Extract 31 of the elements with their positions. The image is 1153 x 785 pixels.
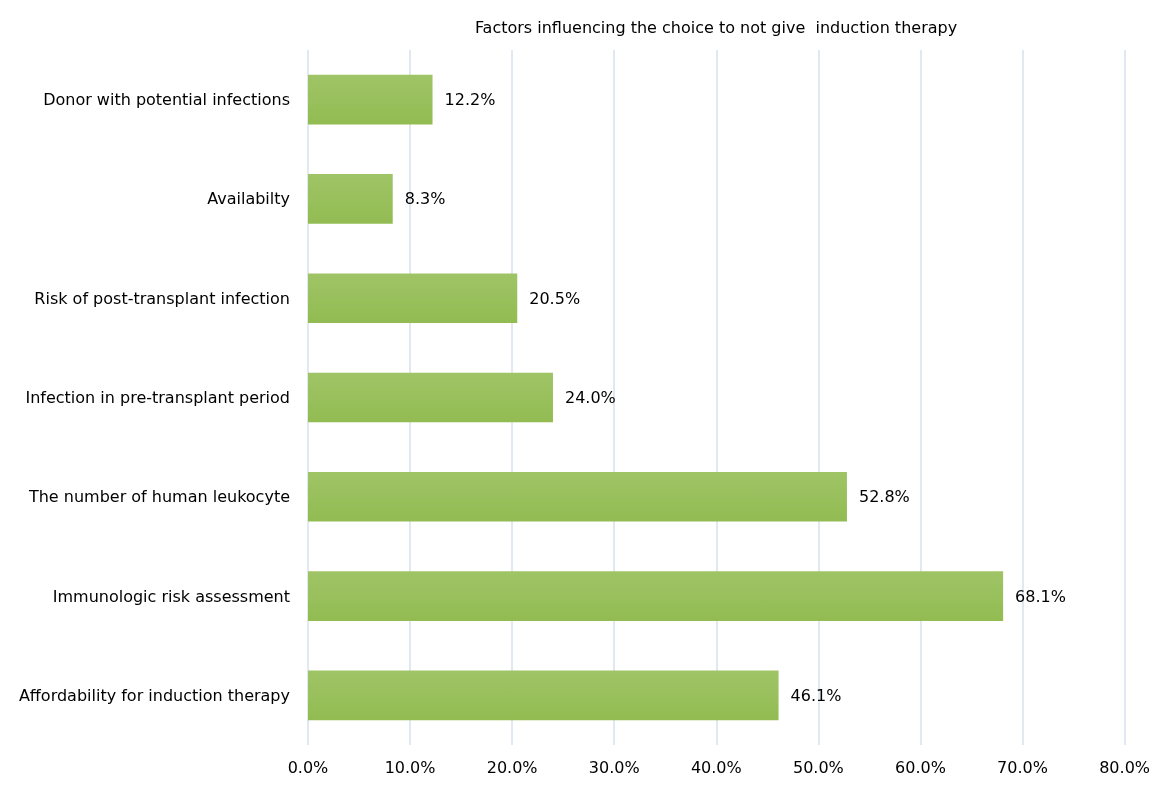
x-tick-label: 60.0% <box>895 757 946 777</box>
y-tick-label: Infection in pre-transplant period <box>25 388 290 407</box>
y-tick-label: Risk of post-transplant infection <box>34 288 290 308</box>
x-tick-label: 30.0% <box>588 757 640 777</box>
data-label: 12.2% <box>444 90 496 110</box>
x-tick-label: 0.0% <box>287 757 329 777</box>
bar <box>308 273 518 324</box>
y-tick-label: Donor with potential infections <box>43 90 290 110</box>
bar <box>308 571 1004 621</box>
bar <box>308 670 779 721</box>
x-tick-label: 50.0% <box>792 757 844 777</box>
x-tick-label: 20.0% <box>486 757 538 777</box>
data-label: 52.8% <box>858 487 910 507</box>
bar <box>308 471 847 522</box>
data-label: 8.3% <box>404 189 446 209</box>
y-tick-label: Availabilty <box>207 189 290 209</box>
chart-title: Factors influencing the choice to not give induction therapy <box>474 17 958 37</box>
x-tick-label: 40.0% <box>690 757 742 777</box>
bar <box>308 74 433 125</box>
data-label: 24.0% <box>564 388 616 407</box>
x-tick-label: 70.0% <box>997 757 1048 777</box>
bar <box>308 174 393 224</box>
x-tick-label: 80.0% <box>1099 757 1150 777</box>
data-label: 68.1% <box>1015 586 1066 606</box>
x-tick-label: 10.0% <box>384 757 436 777</box>
data-label: 46.1% <box>790 685 842 705</box>
bar <box>308 372 553 423</box>
y-tick-label: The number of human leukocyte <box>27 487 290 507</box>
y-tick-label: Immunologic risk assessment <box>52 586 290 606</box>
y-tick-label: Affordability for induction therapy <box>18 685 290 705</box>
data-label: 20.5% <box>529 288 581 308</box>
